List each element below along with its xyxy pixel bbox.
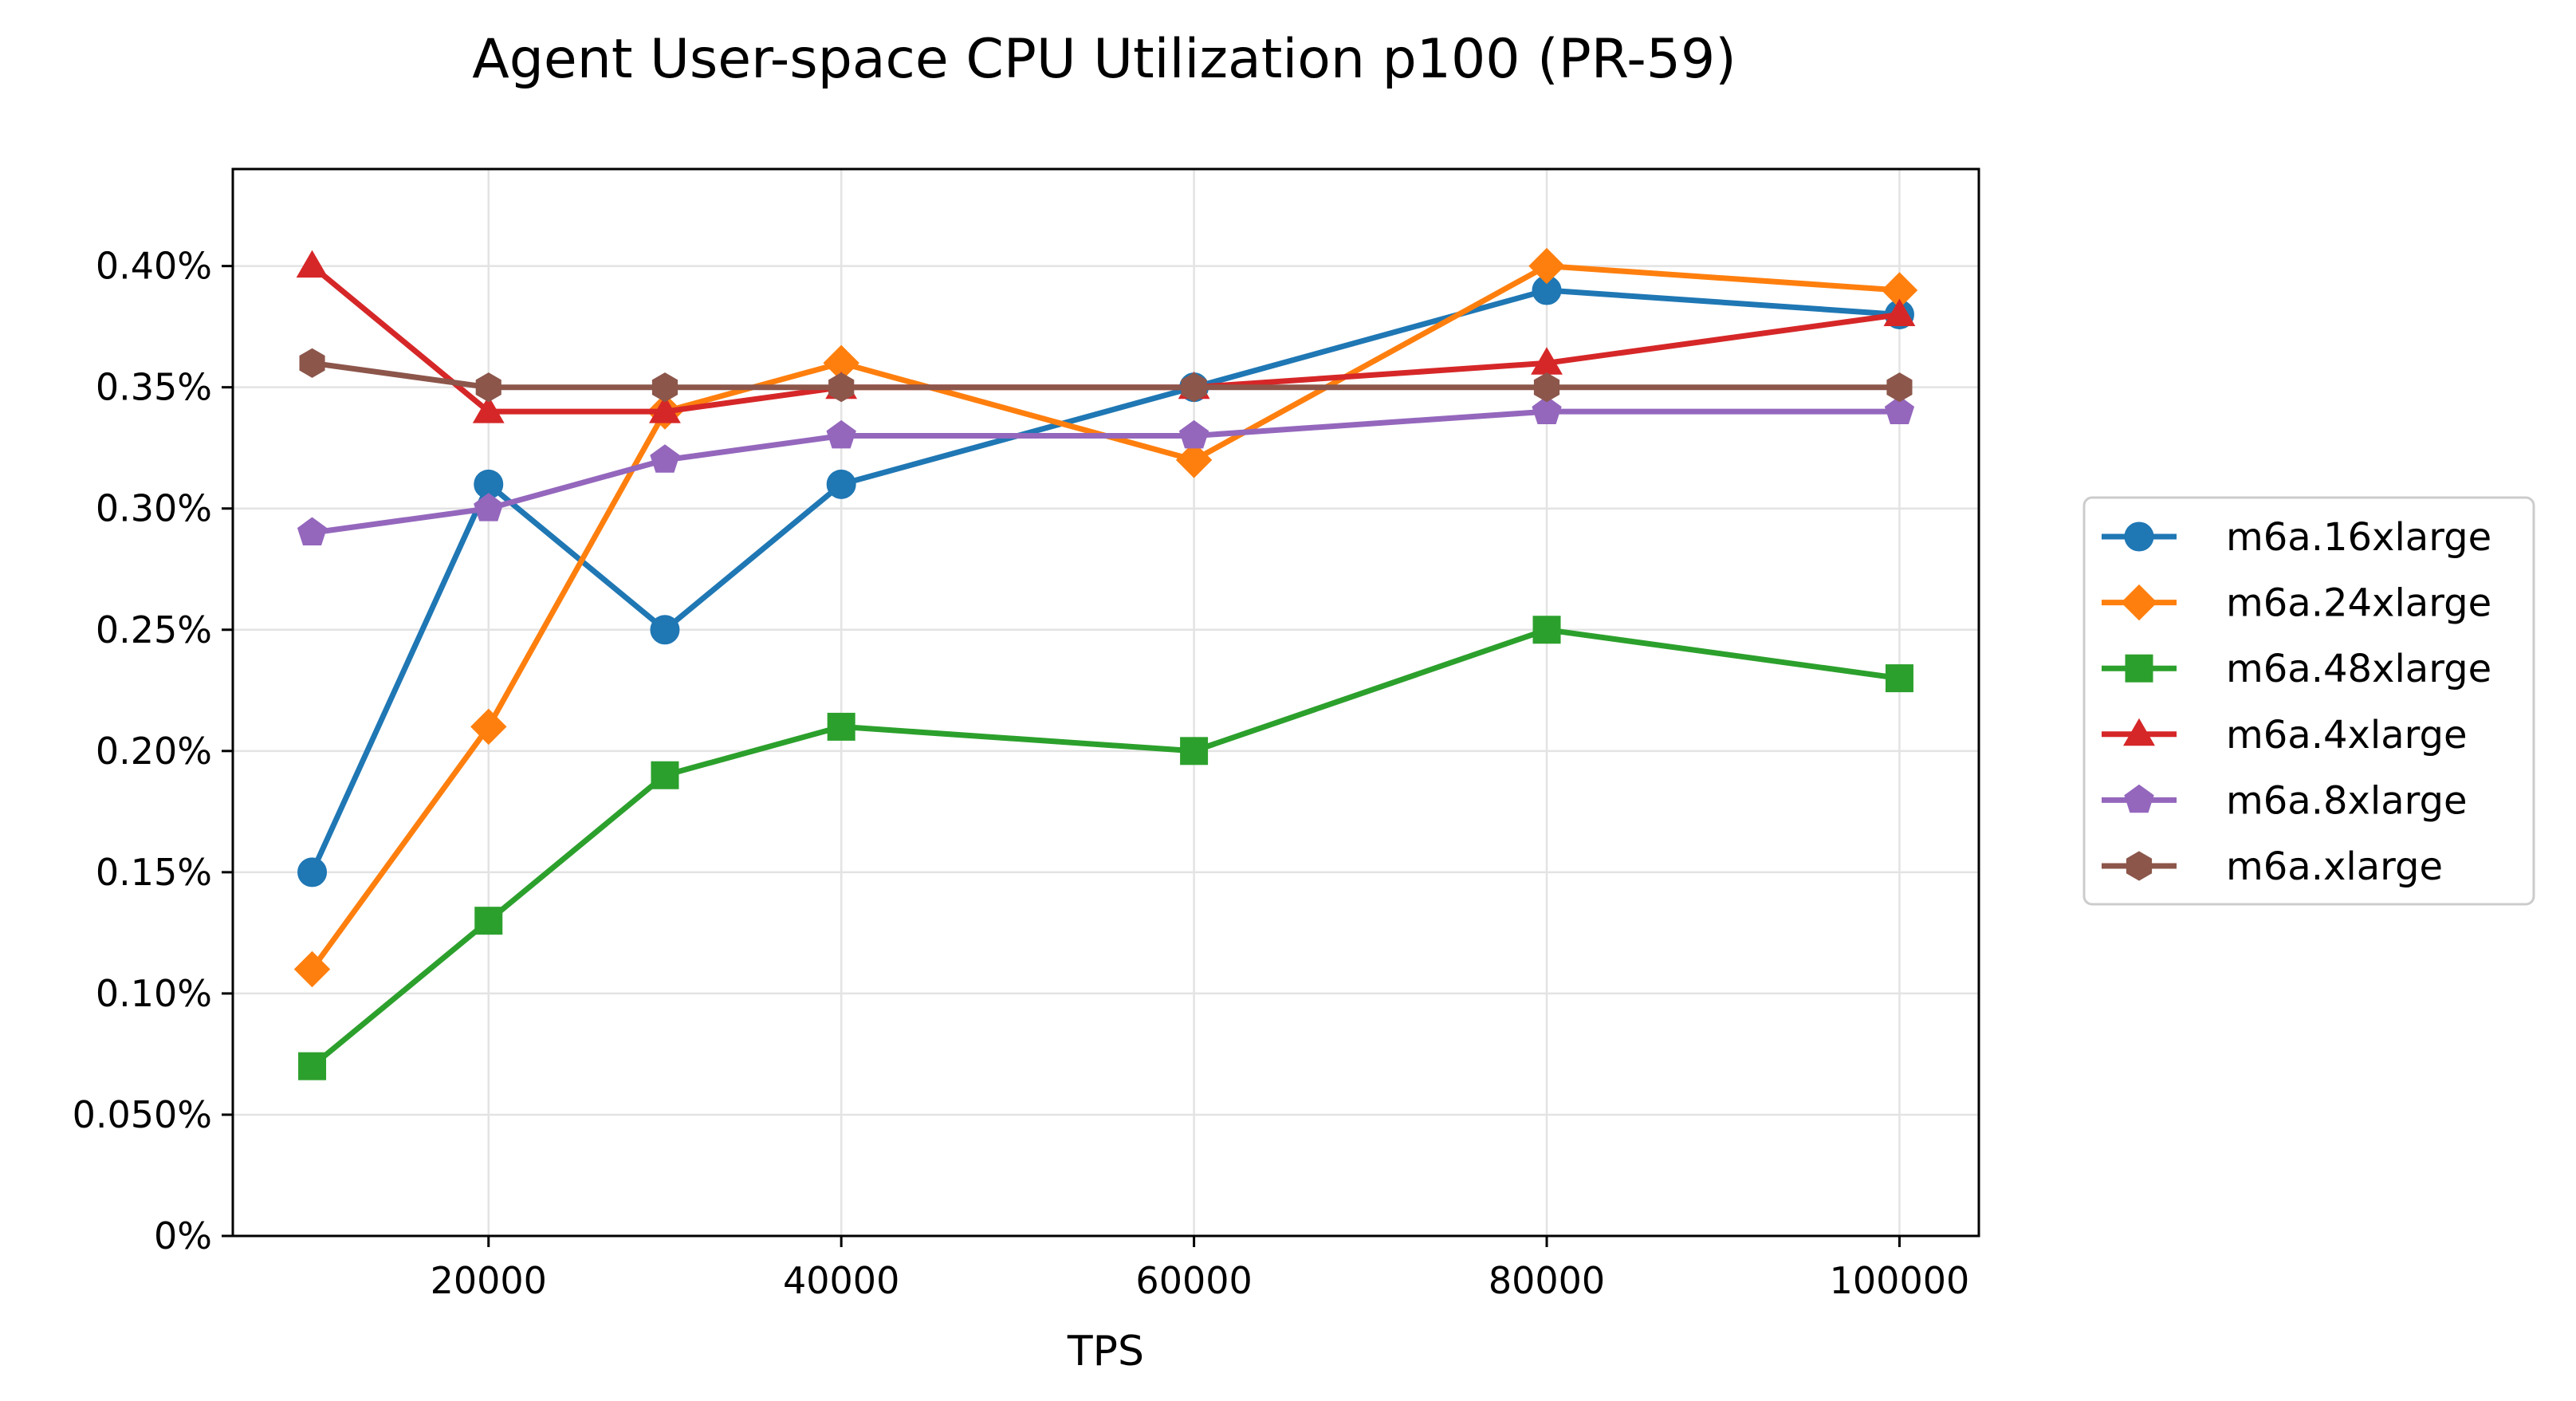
- data-point: [1180, 737, 1209, 765]
- series-m6a.xlarge: [299, 348, 1913, 403]
- series-layer: [293, 247, 1918, 1080]
- data-point: [1181, 372, 1207, 403]
- data-point: [297, 857, 328, 887]
- x-tick-label: 100000: [1830, 1259, 1970, 1302]
- y-tick-label: 0.10%: [96, 972, 212, 1015]
- data-point: [827, 712, 855, 741]
- x-axis-label: TPS: [1067, 1328, 1144, 1375]
- data-point: [474, 493, 504, 521]
- y-tick-label: 0.40%: [96, 245, 212, 288]
- legend-label: m6a.16xlarge: [2226, 515, 2491, 560]
- y-tick-label: 0.30%: [96, 487, 212, 530]
- x-tick-label: 40000: [783, 1259, 899, 1302]
- data-point: [1532, 396, 1562, 424]
- y-tick-label: 0.25%: [96, 608, 212, 651]
- data-point: [1883, 298, 1916, 326]
- data-point: [1885, 664, 1913, 693]
- legend-label: m6a.xlarge: [2226, 844, 2443, 889]
- data-point: [1886, 372, 1913, 403]
- legend-label: m6a.8xlarge: [2226, 778, 2468, 823]
- data-point: [1528, 247, 1565, 285]
- y-tick-label: 0%: [154, 1214, 212, 1257]
- data-point: [472, 396, 505, 423]
- legend-marker: [2126, 851, 2153, 881]
- data-point: [1532, 616, 1561, 644]
- data-point: [828, 372, 855, 403]
- ticks: 20000 40000 60000 80000 100000 0% 0.050% 0.10% 0…: [73, 245, 1970, 1302]
- data-point: [651, 372, 678, 403]
- data-point: [650, 615, 680, 645]
- series-m6a.8xlarge: [297, 396, 1915, 545]
- data-point: [474, 907, 503, 935]
- legend-item: m6a.xlarge: [2102, 844, 2443, 889]
- data-point: [826, 469, 856, 499]
- legend-marker: [2121, 584, 2157, 621]
- chart-title: Agent User-space CPU Utilization p100 (P…: [472, 28, 1736, 91]
- data-point: [298, 1052, 327, 1080]
- series-m6a.48xlarge: [298, 616, 1913, 1080]
- data-point: [826, 419, 856, 449]
- legend-item: m6a.16xlarge: [2102, 515, 2491, 560]
- x-tick-label: 60000: [1135, 1259, 1252, 1302]
- data-point: [1533, 372, 1560, 403]
- data-point: [299, 348, 325, 378]
- legend: m6a.16xlarge m6a.24xlarge m6a.48xlarge m6a.…: [2082, 496, 2535, 906]
- data-point: [1178, 419, 1209, 449]
- legend-item: m6a.48xlarge: [2102, 647, 2491, 691]
- legend-item: m6a.8xlarge: [2102, 778, 2468, 823]
- data-point: [470, 708, 507, 746]
- data-point: [650, 444, 680, 473]
- legend-label: m6a.4xlarge: [2226, 713, 2468, 758]
- data-point: [296, 250, 328, 278]
- grid: [233, 169, 1979, 1238]
- data-point: [1884, 396, 1915, 424]
- y-tick-label: 0.15%: [96, 851, 212, 894]
- legend-item: m6a.4xlarge: [2102, 713, 2468, 758]
- legend-frame: [2082, 496, 2535, 906]
- y-tick-label: 0.050%: [73, 1093, 212, 1136]
- data-point: [475, 372, 501, 403]
- legend-marker: [2123, 718, 2155, 746]
- data-point: [651, 761, 679, 789]
- legend-label: m6a.48xlarge: [2226, 647, 2491, 691]
- legend-marker: [2124, 521, 2154, 552]
- legend-marker: [2124, 784, 2154, 813]
- x-tick-label: 20000: [431, 1259, 547, 1302]
- data-point: [297, 517, 328, 545]
- y-tick-label: 0.20%: [96, 730, 212, 773]
- data-point: [649, 396, 681, 423]
- y-tick-label: 0.35%: [96, 366, 212, 409]
- plot-frame: [231, 167, 1980, 1238]
- x-tick-label: 80000: [1489, 1259, 1605, 1302]
- legend-item: m6a.24xlarge: [2102, 581, 2491, 626]
- legend-marker: [2125, 654, 2153, 683]
- data-point: [293, 950, 331, 988]
- data-point: [1175, 442, 1213, 478]
- legend-label: m6a.24xlarge: [2226, 581, 2491, 626]
